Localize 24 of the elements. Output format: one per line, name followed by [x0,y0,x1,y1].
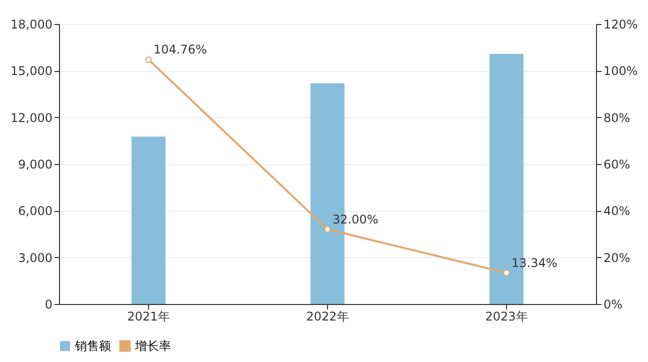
y-tick-label: 15,000 [10,64,52,78]
legend-label: 销售额 [74,339,111,353]
y-tick-label: 12,000 [10,110,52,125]
y-tick-label: 18,000 [10,18,52,32]
y2-tick-label: 120% [604,18,638,32]
legend-label: 增长率 [134,339,171,353]
data-label: 104.76% [154,42,207,57]
x-tick-label: 2023年 [485,310,528,324]
y2-tick-label: 60% [604,158,630,172]
point [503,270,510,276]
y-tick-label: 9,000 [18,158,52,172]
bar [132,136,166,304]
y2-tick-label: 100% [604,64,638,78]
x-tick-label: 2022年 [306,310,349,324]
y2-tick-label: 80% [604,110,630,125]
y-tick-label: 6,000 [18,204,52,218]
point [324,226,331,233]
x-tick-label: 2021年 [127,310,170,324]
y2-tick-label: 20% [604,250,630,265]
point [145,56,152,63]
y2-tick-label: 40% [604,204,630,218]
y-tick-label: 3,000 [18,250,52,265]
y-tick-label: 0 [44,298,52,312]
y2-tick-label: 0% [604,298,623,312]
